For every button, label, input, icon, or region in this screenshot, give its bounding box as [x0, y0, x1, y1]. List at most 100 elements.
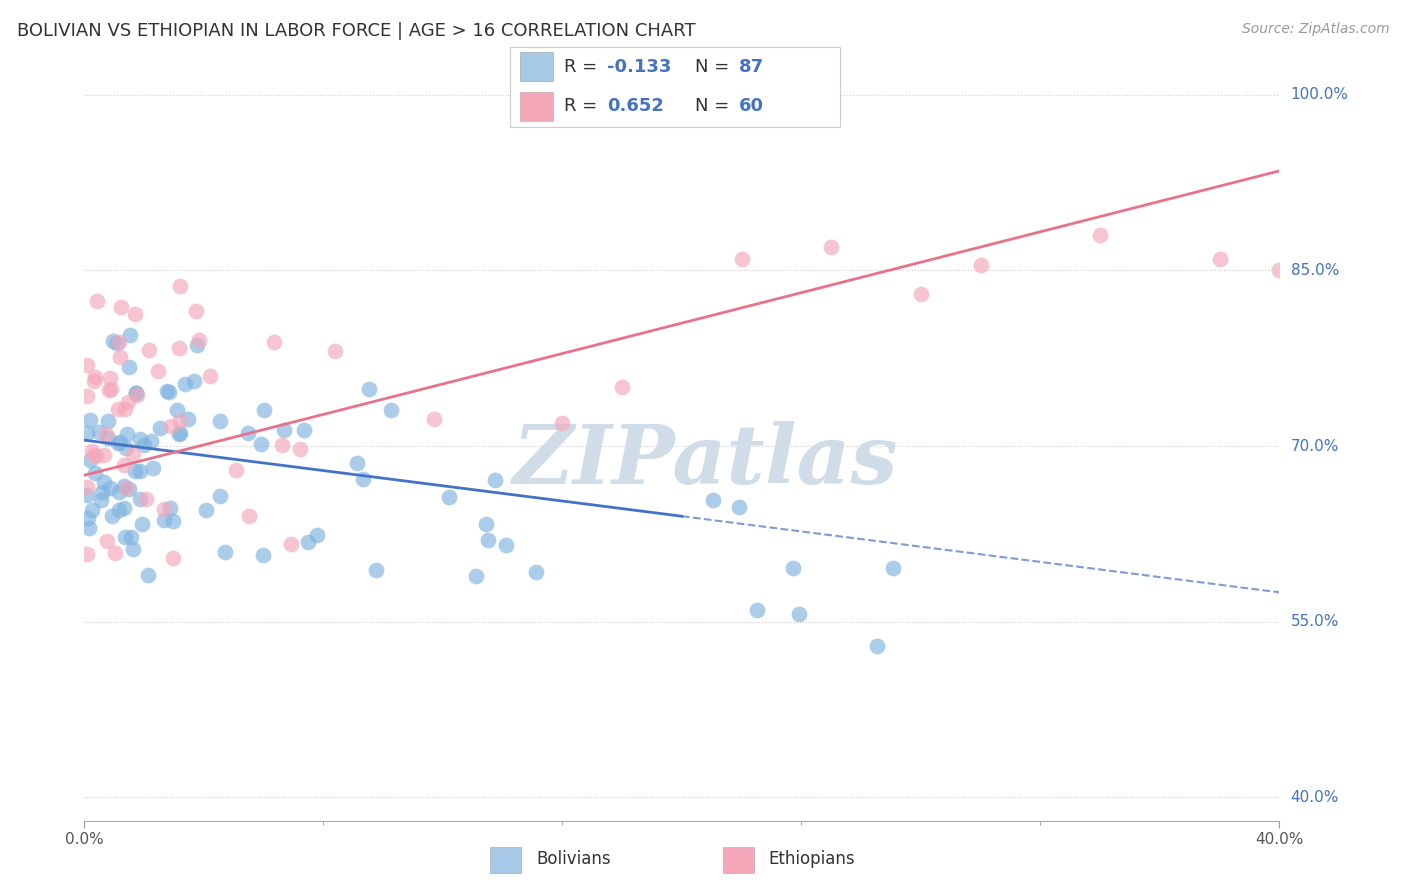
Point — [112, 501, 135, 516]
Point — [108, 350, 131, 364]
Point — [195, 503, 218, 517]
Point — [125, 385, 148, 400]
Text: 85.0%: 85.0% — [1291, 263, 1339, 278]
Point — [169, 414, 191, 428]
Text: 40.0%: 40.0% — [1291, 789, 1339, 805]
Point — [114, 401, 136, 416]
Point — [214, 545, 236, 559]
Point — [280, 537, 302, 551]
Point — [162, 551, 184, 566]
Text: N =: N = — [695, 58, 735, 76]
Point — [132, 437, 155, 451]
Point — [187, 333, 209, 347]
Point — [138, 343, 160, 357]
Point — [125, 385, 148, 400]
Point — [118, 360, 141, 375]
Point — [101, 509, 124, 524]
Point — [89, 425, 111, 440]
Point — [238, 509, 260, 524]
Point — [98, 481, 121, 495]
Text: N =: N = — [695, 97, 735, 115]
Point — [782, 560, 804, 574]
Text: Bolivians: Bolivians — [536, 850, 610, 868]
Point — [423, 411, 446, 425]
Point — [76, 425, 98, 440]
Point — [702, 493, 724, 508]
Point — [112, 479, 135, 493]
Point — [76, 487, 98, 501]
Point — [325, 344, 347, 359]
Point — [142, 461, 165, 475]
Point — [104, 546, 127, 560]
Point — [728, 500, 751, 514]
Point — [612, 380, 634, 394]
Point — [166, 403, 188, 417]
Point — [148, 421, 170, 435]
Point — [83, 374, 105, 388]
Point — [131, 517, 153, 532]
Point — [76, 358, 98, 372]
Point — [183, 374, 205, 388]
Point — [136, 568, 159, 582]
Point — [160, 418, 183, 433]
Point — [115, 481, 138, 495]
Text: BOLIVIAN VS ETHIOPIAN IN LABOR FORCE | AGE > 16 CORRELATION CHART: BOLIVIAN VS ETHIOPIAN IN LABOR FORCE | A… — [17, 22, 696, 40]
Point — [84, 449, 107, 463]
Point — [184, 304, 207, 318]
Point — [346, 456, 368, 470]
Point — [100, 382, 122, 396]
Point — [157, 385, 180, 400]
Point — [128, 432, 150, 446]
Point — [121, 446, 143, 460]
Point — [127, 387, 149, 401]
FancyBboxPatch shape — [520, 53, 554, 81]
Text: 87: 87 — [740, 58, 763, 76]
Point — [97, 383, 120, 397]
Point — [79, 413, 101, 427]
Point — [108, 435, 131, 450]
Point — [1209, 252, 1232, 266]
FancyBboxPatch shape — [491, 847, 520, 873]
Point — [124, 464, 146, 478]
Point — [79, 453, 101, 467]
Point — [253, 402, 276, 417]
Point — [83, 449, 105, 463]
Point — [97, 431, 120, 445]
Text: -0.133: -0.133 — [607, 58, 672, 76]
Point — [495, 538, 517, 552]
Point — [297, 535, 319, 549]
Point — [76, 389, 98, 403]
Point — [524, 565, 547, 579]
Point — [208, 414, 231, 428]
FancyBboxPatch shape — [723, 847, 754, 873]
Point — [96, 533, 118, 548]
Text: 100.0%: 100.0% — [1291, 87, 1348, 103]
Point — [107, 334, 129, 349]
Point — [153, 502, 176, 516]
Point — [910, 286, 932, 301]
Point — [1329, 240, 1351, 254]
Point — [108, 485, 131, 500]
Point — [169, 425, 191, 440]
Point — [105, 336, 128, 351]
Text: Ethiopians: Ethiopians — [769, 850, 855, 868]
Point — [118, 482, 141, 496]
Point — [117, 426, 139, 441]
Point — [273, 423, 295, 437]
Point — [91, 484, 114, 499]
Point — [263, 335, 285, 350]
Point — [270, 438, 292, 452]
Point — [115, 441, 138, 455]
Point — [96, 427, 118, 442]
Point — [90, 493, 112, 508]
Point — [1268, 263, 1291, 277]
Point — [107, 401, 129, 416]
Point — [290, 442, 312, 457]
Point — [121, 542, 143, 557]
Point — [292, 424, 315, 438]
Point — [252, 549, 274, 563]
Point — [128, 464, 150, 478]
Text: Source: ZipAtlas.com: Source: ZipAtlas.com — [1241, 22, 1389, 37]
Point — [93, 449, 115, 463]
Point — [108, 503, 131, 517]
